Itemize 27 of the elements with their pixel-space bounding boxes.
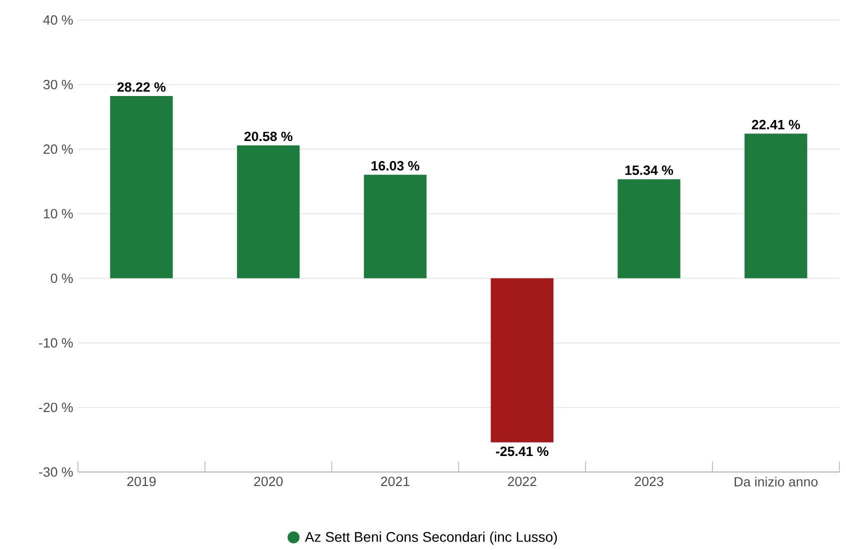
y-tick-label: 40 % [43, 15, 73, 25]
bar [110, 96, 173, 278]
y-tick-label: -30 % [39, 467, 73, 477]
y-tick-label: -10 % [39, 338, 73, 348]
bar [237, 145, 300, 278]
data-label: 20.58 % [244, 132, 292, 142]
y-tick-label: 0 % [50, 274, 73, 283]
y-tick-label: 30 % [43, 80, 73, 90]
x-tick-label: 2022 [508, 476, 536, 486]
y-tick-label: 20 % [44, 144, 73, 154]
data-label: 22.41 % [752, 120, 800, 130]
bar [618, 179, 680, 278]
x-tick-label: 2023 [634, 476, 664, 486]
x-tick-label: Da inizio anno [734, 476, 818, 486]
data-label: 15.34 % [625, 166, 674, 175]
data-label: 16.03 % [372, 161, 420, 171]
y-tick-label: -20 % [39, 402, 73, 412]
x-tick-label: 2019 [127, 476, 156, 486]
y-tick-label: 10 % [44, 208, 73, 218]
data-label: -25.41 % [496, 446, 548, 456]
x-tick-label: 2021 [381, 476, 410, 486]
legend-label: Az Sett Beni Cons Secondari (inc Lusso) [304, 532, 557, 545]
bar [490, 278, 554, 442]
x-tick-label: 2020 [254, 476, 283, 486]
data-label: 28.22 % [117, 82, 166, 92]
bar [364, 174, 427, 278]
bar [744, 134, 808, 278]
